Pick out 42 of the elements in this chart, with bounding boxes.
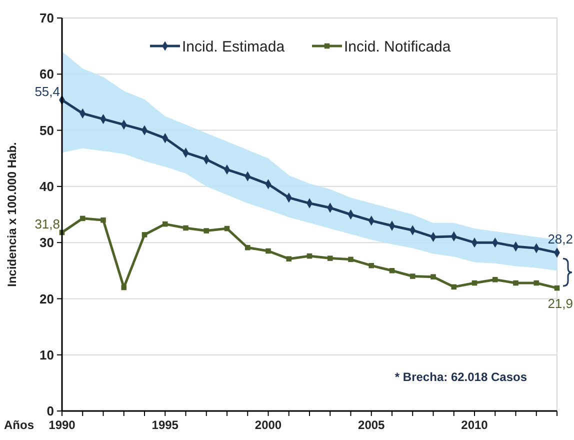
- legend-label: Incid. Estimada: [182, 38, 286, 56]
- x-tick-label: 2005: [358, 418, 386, 432]
- annotation: * Brecha: 62.018 Casos: [394, 370, 528, 384]
- data-label: 21,9: [548, 296, 573, 312]
- data-label: 31,8: [34, 216, 60, 232]
- x-axis-title: Años: [4, 418, 34, 432]
- point: [286, 256, 292, 262]
- x-tick-label: 2000: [254, 418, 282, 432]
- x-tick-label: 1995: [152, 418, 179, 432]
- point: [162, 221, 168, 227]
- point: [244, 244, 250, 250]
- point: [348, 256, 354, 262]
- point: [121, 284, 127, 290]
- data-label: 28,2: [548, 232, 573, 247]
- data-label: 55,4: [34, 84, 60, 99]
- point: [142, 232, 148, 238]
- x-tick-label: 2010: [461, 418, 488, 432]
- legend-label: Incid. Notificada: [344, 38, 452, 56]
- y-tick-label: 20: [40, 291, 54, 306]
- y-tick-label: 40: [40, 178, 54, 194]
- point: [80, 216, 86, 222]
- y-tick-label: 10: [40, 347, 54, 362]
- point: [327, 256, 333, 261]
- y-tick-label: 60: [40, 66, 54, 82]
- point: [410, 274, 416, 279]
- point: [368, 262, 374, 268]
- x-tick-label: 1990: [48, 418, 76, 432]
- point: [534, 280, 540, 286]
- point: [430, 274, 436, 280]
- y-tick-label: 50: [40, 122, 54, 138]
- point: [492, 276, 498, 282]
- point: [100, 217, 106, 223]
- point: [451, 284, 457, 290]
- y-tick-label: 0: [46, 404, 54, 419]
- y-axis-title: Incidencia x 100.000 Hab.: [5, 142, 19, 287]
- point: [266, 248, 271, 254]
- point: [513, 280, 518, 286]
- y-tick-label: 70: [40, 10, 54, 26]
- point: [204, 228, 210, 234]
- y-tick-label: 30: [40, 235, 54, 250]
- point: [183, 225, 188, 231]
- point: [389, 268, 395, 274]
